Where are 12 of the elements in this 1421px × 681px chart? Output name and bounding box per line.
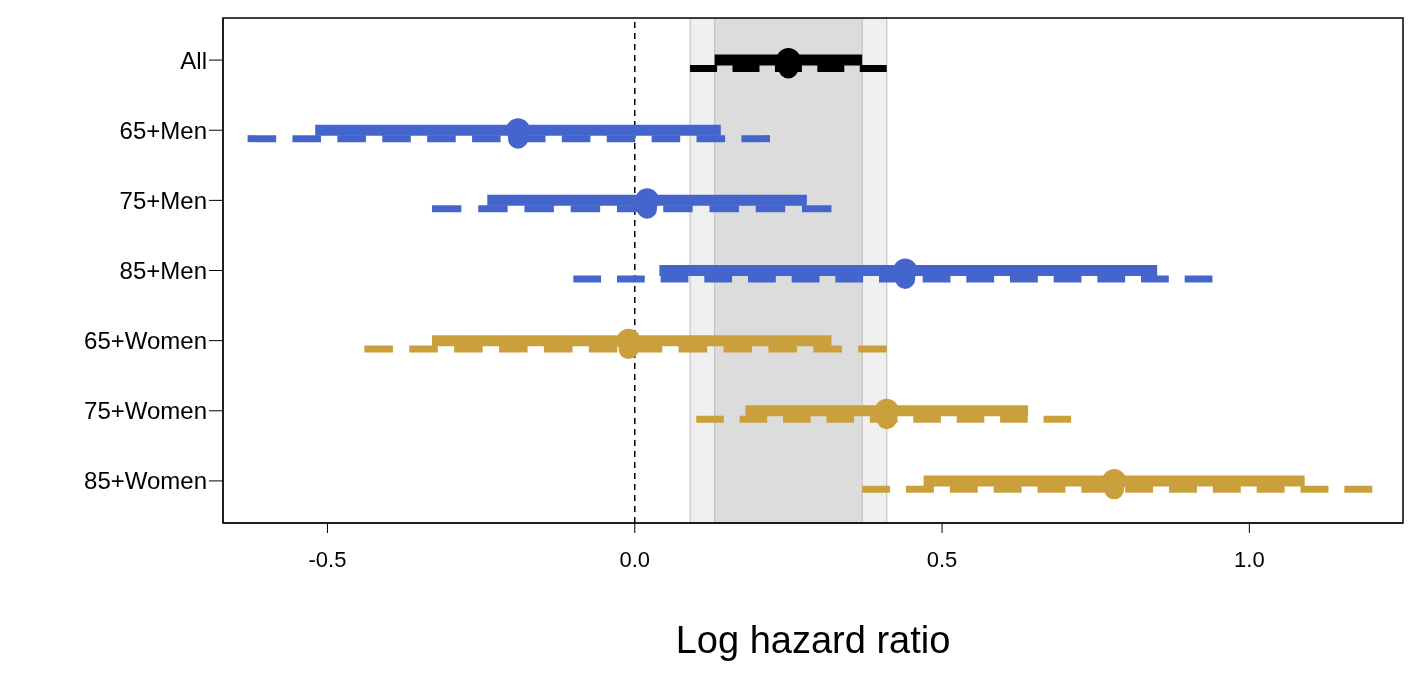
y-tick-label: 85+Women [84,467,207,495]
y-tick-label: 75+Women [84,397,207,425]
y-tick-label: 75+Men [119,186,207,214]
y-tick-label: All [180,46,207,74]
x-tick-label: -0.5 [308,546,347,572]
y-tick-label: 65+Men [119,116,207,144]
x-tick-label: 1.0 [1234,546,1265,572]
x-axis-title: Log hazard ratio [675,619,951,661]
y-tick-label: 65+Women [84,327,207,355]
x-tick-label: 0.5 [926,546,958,572]
x-tick-label: 0.0 [619,546,651,572]
y-tick-label: 85+Men [119,257,207,285]
